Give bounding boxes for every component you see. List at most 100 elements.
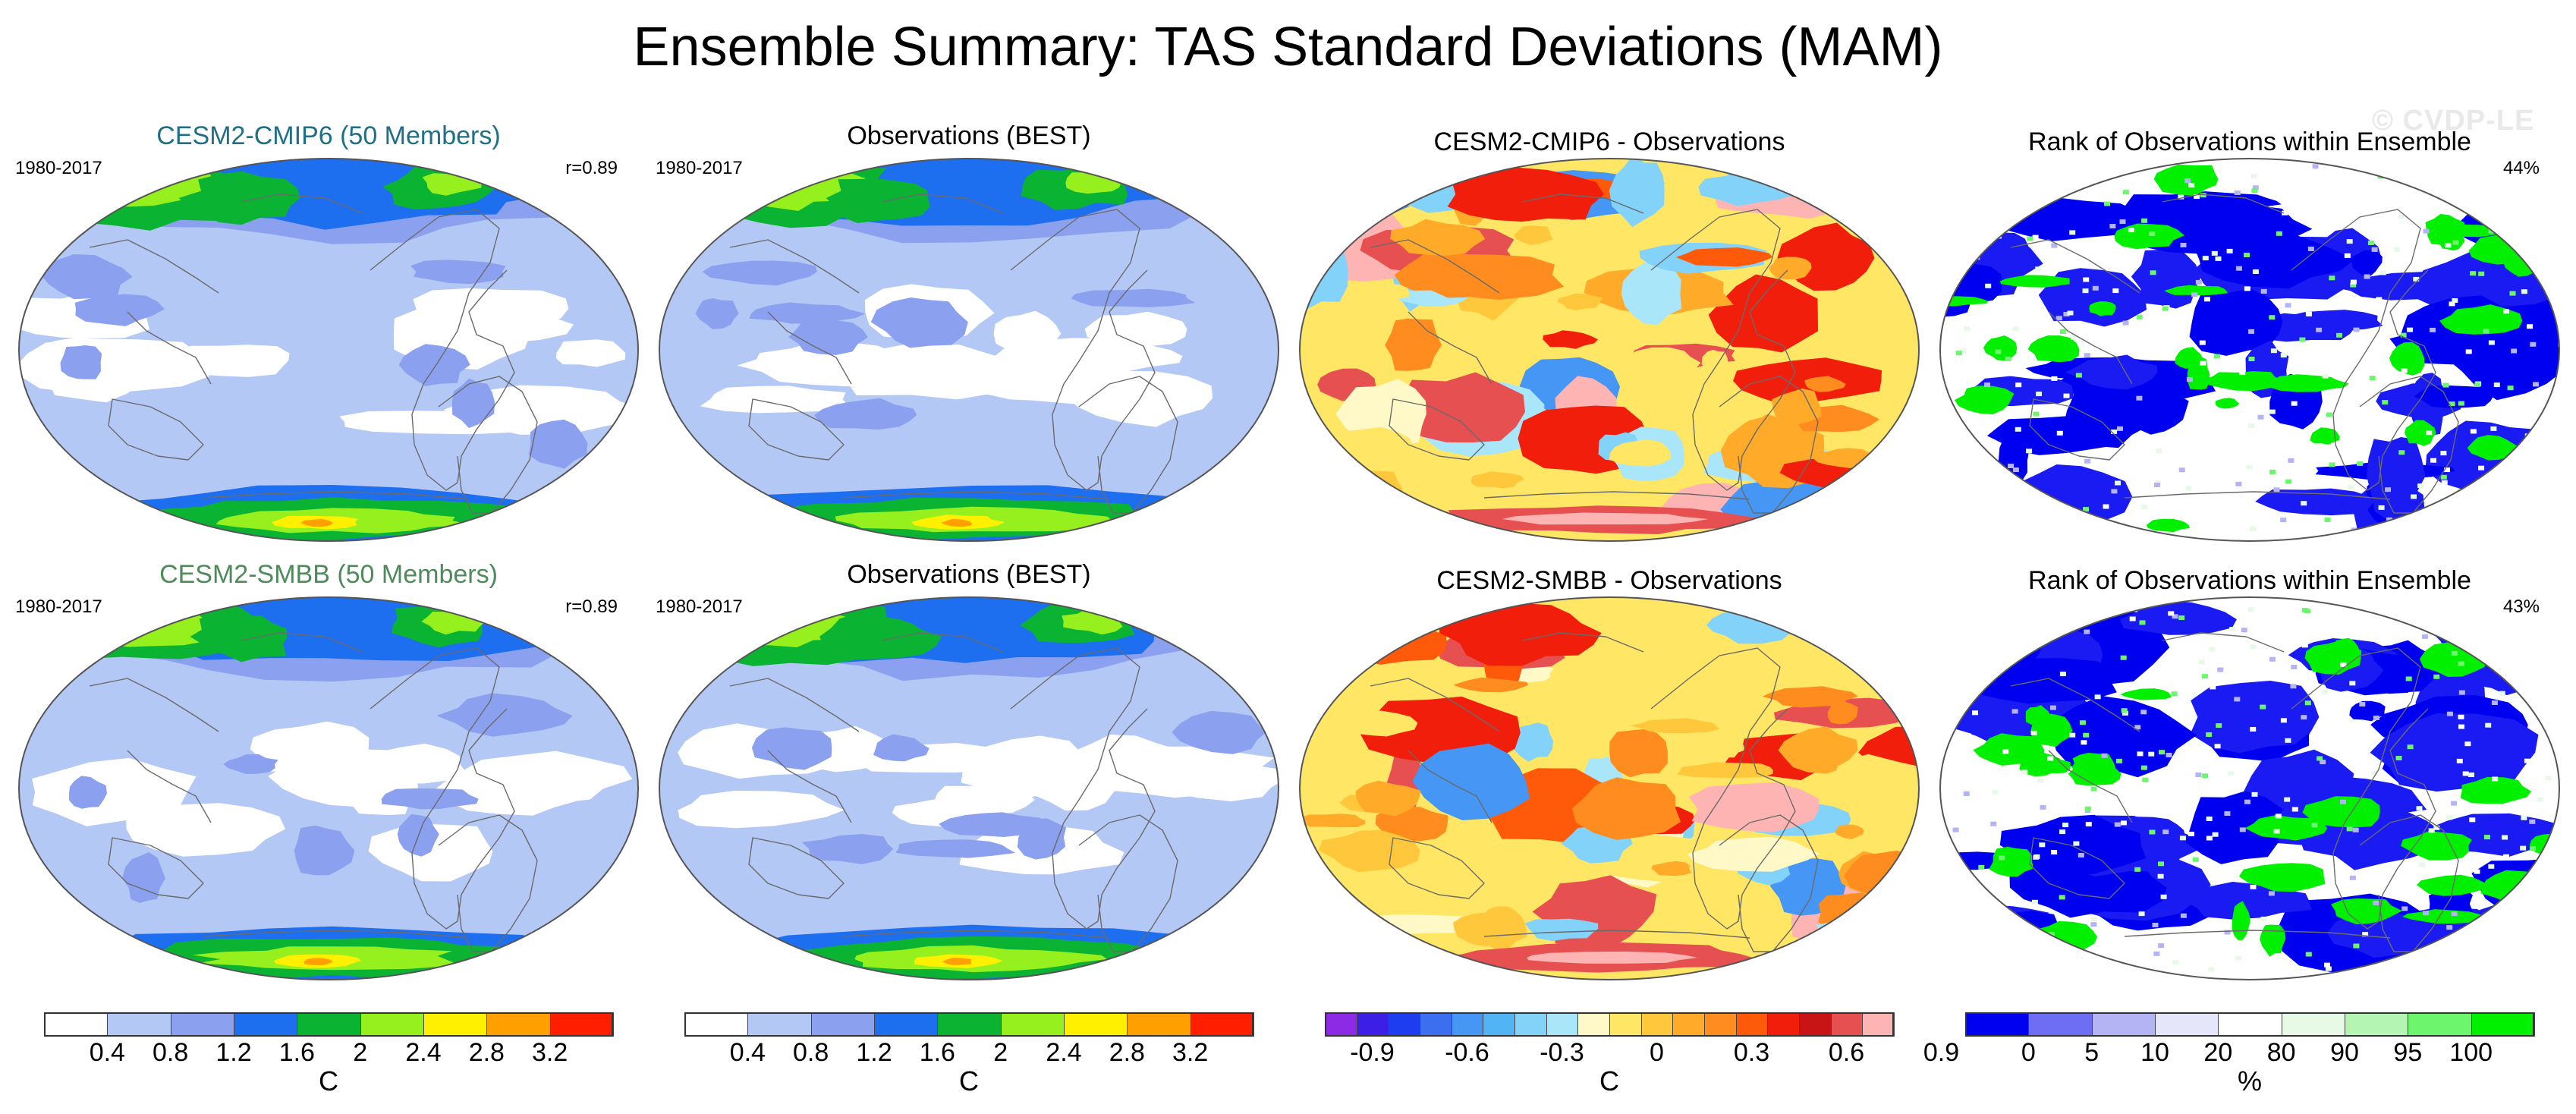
rank-speckle bbox=[2400, 332, 2407, 338]
colorbar-tick-label: 100 bbox=[2449, 1038, 2493, 1067]
rank-speckle bbox=[1951, 942, 1958, 947]
rank-speckle bbox=[2257, 414, 2264, 420]
rank-speckle bbox=[2411, 299, 2418, 304]
rank-speckle bbox=[2440, 451, 2447, 456]
rank-speckle bbox=[2157, 873, 2164, 879]
rank-speckle bbox=[2322, 689, 2328, 694]
colorbar-tick-label: 1.6 bbox=[278, 1038, 315, 1067]
map-contour-region bbox=[1769, 256, 1812, 280]
rank-speckle bbox=[2340, 799, 2346, 804]
colorbar-tick-label: -0.3 bbox=[1540, 1038, 1584, 1067]
coastline bbox=[203, 491, 470, 500]
map-contour-region bbox=[2491, 481, 2559, 523]
rank-speckle bbox=[2046, 599, 2052, 604]
map-outline bbox=[1939, 158, 2560, 542]
map-contour-region bbox=[769, 348, 945, 380]
map-contour-region bbox=[1433, 881, 1524, 905]
rank-speckle bbox=[2083, 277, 2090, 282]
rank-speckle bbox=[2317, 756, 2323, 761]
rank-speckle bbox=[2352, 827, 2359, 832]
rank-speckle bbox=[2226, 248, 2233, 253]
rank-speckle bbox=[2446, 182, 2453, 187]
rank-speckle bbox=[2324, 962, 2330, 968]
map-contour-region bbox=[1400, 372, 1525, 443]
colorbar-tick-label: 3.2 bbox=[1172, 1038, 1209, 1067]
rank-speckle bbox=[2064, 970, 2071, 974]
map-contour-region bbox=[1412, 743, 1530, 820]
rank-speckle bbox=[2071, 613, 2078, 618]
rank-speckle bbox=[2468, 773, 2474, 777]
map-contour-region bbox=[870, 297, 968, 348]
rank-speckle bbox=[2462, 771, 2469, 776]
map-contour-region bbox=[695, 298, 739, 329]
rank-speckle bbox=[2186, 377, 2193, 382]
colorbar-swatch bbox=[1325, 1012, 1357, 1037]
rank-speckle bbox=[2299, 337, 2306, 342]
rank-speckle bbox=[2248, 329, 2254, 334]
rank-speckle bbox=[2234, 190, 2241, 195]
map-contour-region bbox=[1300, 813, 1366, 828]
map-field bbox=[19, 159, 638, 541]
colorbar-swatch bbox=[297, 1012, 361, 1037]
map-contour-region bbox=[1871, 221, 1919, 253]
rank-speckle bbox=[2087, 524, 2093, 529]
rank-speckle bbox=[2224, 811, 2231, 816]
coastline bbox=[729, 678, 860, 732]
rank-speckle bbox=[2451, 801, 2458, 806]
map-contour-region bbox=[2244, 815, 2328, 841]
map-contour-region bbox=[2482, 178, 2559, 199]
rank-speckle bbox=[2109, 159, 2116, 163]
map-contour-region bbox=[1778, 726, 1858, 774]
coastline bbox=[2010, 678, 2140, 732]
rank-speckle bbox=[2153, 951, 2160, 956]
rank-speckle bbox=[2411, 494, 2417, 499]
rank-speckle bbox=[2209, 647, 2216, 652]
rank-speckle bbox=[2149, 829, 2156, 835]
std-colorbar-2: 0.4 0.8 1.2 1.6 2 2.4 2.8 3.2 C bbox=[684, 1012, 1254, 1103]
rank-speckle bbox=[2336, 332, 2342, 338]
panel-title-r2c4: Rank of Observations within Ensemble bbox=[2028, 566, 2471, 595]
map-contour-region bbox=[436, 693, 573, 737]
panel-stat-r1c4: 44% bbox=[2502, 158, 2540, 178]
colorbar-tick-label: 95 bbox=[2393, 1038, 2423, 1067]
colorbar-swatch bbox=[937, 1012, 1002, 1037]
rank-speckle bbox=[2357, 461, 2364, 466]
map-contour-region bbox=[1989, 846, 2033, 877]
rank-speckle bbox=[2518, 606, 2525, 612]
map-outline bbox=[659, 158, 1279, 542]
coastline bbox=[881, 632, 1004, 653]
map-contour-region bbox=[1355, 780, 1421, 817]
rank-speckle bbox=[2137, 751, 2144, 757]
map-contour-region bbox=[2443, 317, 2559, 401]
rank-speckle bbox=[2015, 426, 2021, 432]
map-contour-region bbox=[1360, 283, 1410, 303]
colorbar-tick-label: 20 bbox=[2203, 1038, 2233, 1067]
colorbar-swatch bbox=[1965, 1012, 2030, 1037]
rank-speckle bbox=[2092, 610, 2099, 615]
colorbar-swatch bbox=[1799, 1012, 1832, 1037]
rank-speckle bbox=[2032, 234, 2039, 240]
rank-speckle bbox=[2280, 353, 2287, 358]
colorbar-swatch bbox=[1064, 1012, 1128, 1037]
map-contour-region bbox=[2310, 427, 2340, 445]
map-contour-region bbox=[2484, 480, 2542, 491]
rank-speckle bbox=[2211, 250, 2218, 256]
rank-speckle bbox=[2255, 168, 2262, 174]
map-contour-region bbox=[2175, 347, 2203, 369]
rank-speckle bbox=[2316, 327, 2323, 332]
rank-speckle bbox=[2206, 817, 2213, 821]
rank-speckle bbox=[1975, 244, 1982, 250]
map-contour-region bbox=[2389, 341, 2425, 376]
rank-speckle bbox=[2502, 854, 2509, 859]
rank-speckle bbox=[2260, 916, 2267, 921]
rank-speckle bbox=[2533, 933, 2540, 939]
map-svg bbox=[659, 158, 1279, 542]
colorbar-swatch bbox=[360, 1012, 424, 1037]
rank-speckle bbox=[2244, 799, 2250, 804]
rank-speckle bbox=[2083, 732, 2090, 738]
rank-speckle bbox=[2514, 948, 2521, 953]
rank-speckle bbox=[2560, 443, 2565, 448]
map-contour-region bbox=[1318, 829, 1420, 873]
rank-speckle bbox=[2012, 467, 2019, 473]
rank-speckle bbox=[2200, 360, 2206, 366]
